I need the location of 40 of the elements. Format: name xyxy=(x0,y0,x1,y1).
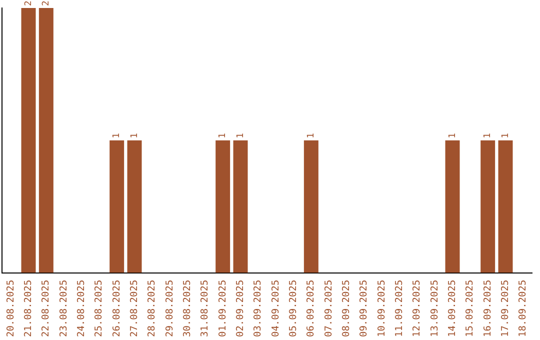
x-tick-label: 26.08.2025 xyxy=(111,280,122,338)
x-tick-label: 12.09.2025 xyxy=(412,280,423,338)
data-label: 1 xyxy=(448,132,458,138)
x-tick-label: 07.09.2025 xyxy=(323,280,334,338)
x-tick-label: 20.08.2025 xyxy=(5,280,16,338)
data-label: 1 xyxy=(500,132,511,138)
x-tick-label: 01.09.2025 xyxy=(217,280,228,338)
x-tick-label: 17.09.2025 xyxy=(500,280,511,338)
x-tick-label: 05.09.2025 xyxy=(288,280,299,338)
x-tick-label: 18.09.2025 xyxy=(518,280,529,338)
x-tick-label: 08.09.2025 xyxy=(340,280,352,338)
x-tick-label: 03.09.2025 xyxy=(252,280,264,338)
x-tick-label: 21.08.2025 xyxy=(22,280,34,338)
x-tick-label: 24.08.2025 xyxy=(76,280,87,338)
data-label: 1 xyxy=(112,132,122,138)
x-tick-label: 28.08.2025 xyxy=(146,280,158,338)
x-tick-label: 13.09.2025 xyxy=(429,280,440,338)
x-tick-label: 06.09.2025 xyxy=(306,280,317,338)
data-label: 1 xyxy=(236,132,246,138)
x-tick-label: 04.09.2025 xyxy=(270,280,282,338)
x-tick-label: 10.09.2025 xyxy=(376,280,388,338)
x-tick-label: 16.09.2025 xyxy=(482,280,494,338)
data-label: 2 xyxy=(24,0,34,6)
x-tick-label: 30.08.2025 xyxy=(182,280,193,338)
x-tick-label: 25.08.2025 xyxy=(94,280,105,338)
x-tick-label: 11.09.2025 xyxy=(394,280,405,338)
x-tick-label: 22.08.2025 xyxy=(40,280,52,338)
data-label: 1 xyxy=(218,132,228,138)
x-tick-label: 02.09.2025 xyxy=(234,280,246,338)
x-tick-label: 23.08.2025 xyxy=(58,280,70,338)
data-label: 1 xyxy=(130,132,140,138)
data-label: 1 xyxy=(306,132,317,138)
x-tick-label: 15.09.2025 xyxy=(464,280,476,338)
data-label: 2 xyxy=(42,0,52,6)
x-tick-label: 14.09.2025 xyxy=(446,280,458,338)
x-tick-label: 31.08.2025 xyxy=(200,280,211,338)
data-label: 1 xyxy=(483,132,494,138)
x-tick-label: 27.08.2025 xyxy=(128,280,140,338)
x-tick-label: 09.09.2025 xyxy=(358,280,370,338)
x-tick-label: 29.08.2025 xyxy=(164,280,176,338)
